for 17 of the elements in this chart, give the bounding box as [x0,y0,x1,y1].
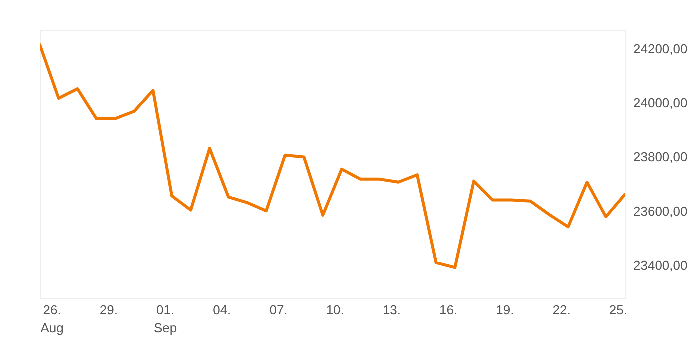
y-tick-label: 23800,00 [634,150,688,165]
x-tick-label: 13. [382,302,402,318]
x-tick-label: 22. [552,302,571,318]
y-tick-label: 23400,00 [634,258,688,274]
y-tick-label: 23600,00 [634,204,688,219]
x-tick-label: 07. [270,302,288,318]
x-tick-label: 04. [213,302,232,318]
x-tick-label: 26. Aug [40,302,64,336]
x-tick-label: 19. [496,302,514,318]
x-tick-label: 10. [326,302,344,318]
x-tick-label: 01. Sep [154,302,178,336]
x-tick-label: 25. [609,302,628,318]
x-tick-label: 16. [440,302,458,318]
x-tick-label: 29. [100,302,118,318]
y-tick-label: 24000,00 [634,96,688,111]
y-tick-label: 24200,00 [634,41,688,56]
line-series [40,43,625,270]
